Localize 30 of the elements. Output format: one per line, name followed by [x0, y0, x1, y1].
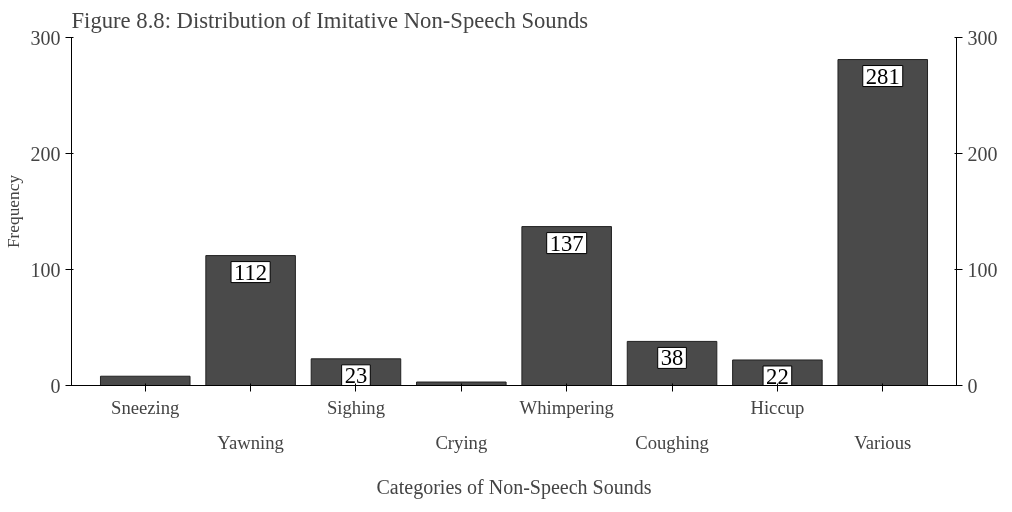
- y-tick-label: 300: [30, 26, 61, 49]
- x-tick-label: Coughing: [635, 431, 709, 453]
- data-label: 23: [344, 362, 368, 388]
- bar: [205, 255, 296, 386]
- bar: [99, 375, 191, 386]
- x-tick-label: Sneezing: [111, 396, 180, 418]
- x-tick-label: Hiccup: [750, 396, 805, 418]
- x-tick-label: Sighing: [326, 396, 385, 418]
- x-axis-title: Categories of Non-Speech Sounds: [376, 475, 652, 499]
- bar: [521, 226, 612, 386]
- y2-tick-label: 300: [967, 26, 998, 49]
- y-tick-label: 100: [30, 258, 61, 281]
- x-tick-label: Yawning: [217, 431, 284, 453]
- data-label: 22: [766, 363, 789, 389]
- data-label: 281: [865, 63, 900, 89]
- bar: [416, 381, 507, 386]
- y2-tick-label: 100: [967, 258, 998, 281]
- y-tick-label: 200: [30, 142, 61, 165]
- data-label: 112: [234, 259, 268, 285]
- data-label: 38: [660, 345, 684, 371]
- y-axis-title: Frequency: [3, 174, 23, 249]
- bar: [837, 59, 929, 386]
- x-tick-label: Various: [854, 431, 912, 453]
- y2-tick-label: 0: [967, 374, 978, 397]
- y2-tick-label: 200: [967, 142, 998, 165]
- x-tick-label: Crying: [435, 431, 488, 453]
- chart-title: Figure 8.8: Distribution of Imitative Non-Speech Sounds: [71, 7, 589, 33]
- data-label: 137: [549, 230, 584, 256]
- y-tick-label: 0: [50, 374, 61, 397]
- x-tick-label: Whimpering: [519, 396, 614, 418]
